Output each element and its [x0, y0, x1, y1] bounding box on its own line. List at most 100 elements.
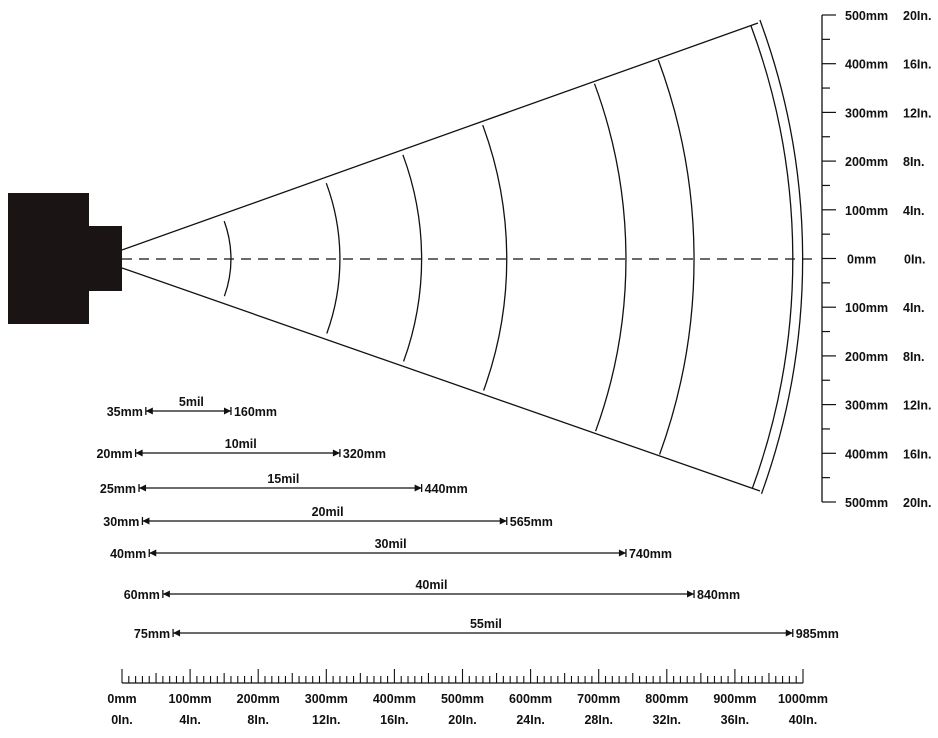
range-bar-far-arrow: [499, 517, 507, 525]
ruler-mm-label: 700mm: [577, 692, 620, 706]
ruler-mm-label: 500mm: [441, 692, 484, 706]
lateral-scale-inch-label: 8In.: [903, 350, 925, 364]
lateral-scale-inch-label: 12In.: [903, 106, 932, 120]
range-far-label: 320mm: [343, 447, 386, 461]
range-bar-near-arrow: [173, 629, 181, 637]
ruler-inch-label: 8In.: [247, 713, 269, 727]
range-bar-near-arrow: [135, 449, 143, 457]
lateral-scale-inch-label: 20In.: [903, 496, 932, 510]
range-bar-5mil: 35mm 160mm 5mil: [107, 395, 277, 419]
ruler-mm-label: 300mm: [305, 692, 348, 706]
ruler-inch-label: 0In.: [111, 713, 133, 727]
range-bar-far-arrow: [223, 407, 231, 415]
range-far-label: 740mm: [629, 547, 672, 561]
range-bar-near-arrow: [145, 407, 153, 415]
range-arc-5mil: [223, 220, 232, 297]
range-bar-near-arrow: [142, 517, 150, 525]
lateral-scale-inch-label: 4In.: [903, 204, 925, 218]
range-far-label: 840mm: [697, 588, 740, 602]
lateral-scale-inch-label: 8In.: [903, 155, 925, 169]
range-arc-30mil: [593, 83, 627, 432]
ruler-mm-label: 600mm: [509, 692, 552, 706]
ruler-mm-label: 900mm: [713, 692, 756, 706]
range-bar-near-arrow: [149, 549, 157, 557]
ruler-mm-label: 100mm: [169, 692, 212, 706]
lateral-scale-inch-label: 20In.: [903, 9, 932, 23]
range-arc-15mil: [402, 154, 423, 362]
ruler-inch-label: 24In.: [516, 713, 545, 727]
range-near-label: 25mm: [100, 482, 136, 496]
range-resolution-label: 10mil: [225, 437, 257, 451]
ruler-inch-label: 32In.: [653, 713, 682, 727]
range-bar-far-arrow: [332, 449, 340, 457]
ruler-mm-label: 0mm: [107, 692, 136, 706]
lateral-scale-mm-label: 300mm: [845, 106, 888, 120]
range-arcs: [223, 19, 804, 495]
range-bar-far-arrow: [785, 629, 793, 637]
lateral-scale-inch-label: 12In.: [903, 399, 932, 413]
range-resolution-label: 40mil: [415, 578, 447, 592]
lateral-scale-mm-label: 200mm: [845, 155, 888, 169]
range-near-label: 35mm: [107, 405, 143, 419]
ruler-inch-label: 20In.: [448, 713, 477, 727]
scanner-icon: [8, 193, 122, 324]
range-far-label: 160mm: [234, 405, 277, 419]
lateral-scale-inch-label: 0In.: [904, 253, 926, 267]
range-bar-15mil: 25mm 440mm 15mil: [100, 472, 468, 496]
ruler-mm-label: 200mm: [237, 692, 280, 706]
lateral-scale-mm-label: 500mm: [845, 9, 888, 23]
lateral-scale-mm-label: 100mm: [845, 204, 888, 218]
range-arc-40mil: [657, 59, 695, 455]
range-resolution-label: 55mil: [470, 617, 502, 631]
lateral-scale-mm-label: 200mm: [845, 350, 888, 364]
lateral-scale-mm-label: 500mm: [845, 496, 888, 510]
range-bar-40mil: 60mm 840mm 40mil: [124, 578, 740, 602]
range-arc-10mil: [325, 182, 341, 334]
ruler-mm-label: 400mm: [373, 692, 416, 706]
range-bar-55mil: 75mm 985mm 55mil: [134, 617, 839, 641]
lateral-scale-inch-label: 16In.: [903, 58, 932, 72]
lateral-scale-inch-label: 16In.: [903, 447, 932, 461]
range-bar-far-arrow: [414, 484, 422, 492]
ruler-inch-label: 36In.: [721, 713, 750, 727]
ruler-mm-label: 800mm: [645, 692, 688, 706]
ruler-mm-label: 1000mm: [778, 692, 828, 706]
range-bar-10mil: 20mm 320mm 10mil: [96, 437, 386, 461]
range-arc-55mil: [750, 25, 794, 489]
range-near-label: 30mm: [103, 515, 139, 529]
range-bar-near-arrow: [162, 590, 170, 598]
range-resolution-label: 30mil: [375, 537, 407, 551]
ruler-inch-label: 40In.: [789, 713, 818, 727]
beam-edge-lower: [121, 267, 761, 492]
range-far-label: 565mm: [510, 515, 553, 529]
beam-outer-arc: [759, 19, 804, 495]
range-near-label: 75mm: [134, 627, 170, 641]
range-near-label: 60mm: [124, 588, 160, 602]
range-resolution-label: 5mil: [179, 395, 204, 409]
range-bar-30mil: 40mm 740mm 30mil: [110, 537, 672, 561]
lateral-scale-inch-label: 4In.: [903, 301, 925, 315]
lateral-scale-mm-label: 400mm: [845, 447, 888, 461]
ruler-inch-label: 28In.: [584, 713, 613, 727]
range-resolution-label: 15mil: [267, 472, 299, 486]
range-near-label: 40mm: [110, 547, 146, 561]
lateral-scale-mm-label: 300mm: [845, 399, 888, 413]
lateral-scale-mm-label: 400mm: [845, 58, 888, 72]
range-bar-far-arrow: [618, 549, 626, 557]
range-bars: 35mm 160mm 5mil 20mm 320mm 10mil 25mm 440mm 15mi…: [96, 395, 838, 641]
range-bar-far-arrow: [687, 590, 695, 598]
range-bar-20mil: 30mm 565mm 20mil: [103, 505, 553, 529]
range-far-label: 985mm: [796, 627, 839, 641]
lateral-scale-mm-label: 100mm: [845, 301, 888, 315]
ruler-inch-label: 16In.: [380, 713, 409, 727]
range-arc-20mil: [482, 124, 508, 391]
distance-ruler: 0mm 0In. 100mm 4In. 200mm 8In. 300mm 12In. 400mm…: [107, 669, 828, 727]
range-bar-near-arrow: [139, 484, 147, 492]
range-resolution-label: 20mil: [312, 505, 344, 519]
lateral-scale-mm-label: 0mm: [847, 253, 876, 267]
lateral-scale: 500mm 20In. 400mm 16In. 300mm 12In. 200mm 8In. 1…: [821, 9, 932, 510]
ruler-inch-label: 12In.: [312, 713, 341, 727]
ruler-inch-label: 4In.: [179, 713, 201, 727]
